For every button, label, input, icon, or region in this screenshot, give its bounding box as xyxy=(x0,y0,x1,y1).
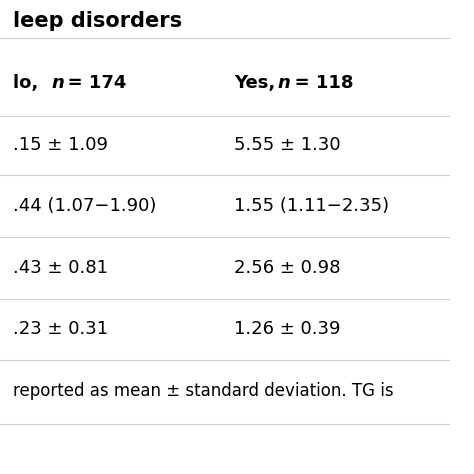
Text: 5.55 ± 1.30: 5.55 ± 1.30 xyxy=(234,136,340,154)
Text: 1.55 (1.11−2.35): 1.55 (1.11−2.35) xyxy=(234,197,389,215)
Text: .43 ± 0.81: .43 ± 0.81 xyxy=(13,259,109,277)
Text: .15 ± 1.09: .15 ± 1.09 xyxy=(13,136,109,154)
Text: .44 (1.07−1.90): .44 (1.07−1.90) xyxy=(13,197,157,215)
Text: n: n xyxy=(278,74,291,92)
Text: 1.26 ± 0.39: 1.26 ± 0.39 xyxy=(234,320,340,338)
Text: .23 ± 0.31: .23 ± 0.31 xyxy=(13,320,109,338)
Text: 2.56 ± 0.98: 2.56 ± 0.98 xyxy=(234,259,340,277)
Text: lo,: lo, xyxy=(13,74,45,92)
Text: n: n xyxy=(52,74,64,92)
Text: reported as mean ± standard deviation. TG is: reported as mean ± standard deviation. T… xyxy=(13,382,394,400)
Text: Yes,: Yes, xyxy=(234,74,282,92)
Text: leep disorders: leep disorders xyxy=(13,11,182,31)
Text: = 174: = 174 xyxy=(64,74,127,92)
Text: = 118: = 118 xyxy=(291,74,353,92)
